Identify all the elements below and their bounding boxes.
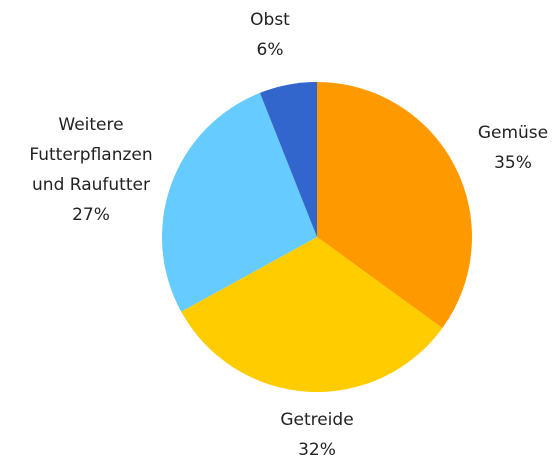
- pie-slice: [259, 82, 317, 237]
- value-label: 27%: [72, 205, 110, 225]
- pie-slice: [181, 237, 443, 392]
- value-label: 32%: [298, 440, 336, 460]
- category-label: Obst: [250, 10, 290, 30]
- category-label: Weitere Futterpflanzen und Raufutter: [29, 115, 153, 195]
- slice-label: Weitere Futterpflanzen und Raufutter 27%: [21, 110, 161, 230]
- pie-slice: [162, 92, 317, 312]
- category-label: Getreide: [280, 410, 354, 430]
- value-label: 6%: [256, 40, 284, 60]
- slice-label: Obst 6%: [230, 5, 310, 65]
- slice-label: Gemüse 35%: [453, 118, 557, 178]
- value-label: 35%: [494, 153, 532, 173]
- slice-label: Getreide 32%: [257, 405, 377, 463]
- pie-slice: [317, 82, 472, 329]
- category-label: Gemüse: [477, 123, 549, 143]
